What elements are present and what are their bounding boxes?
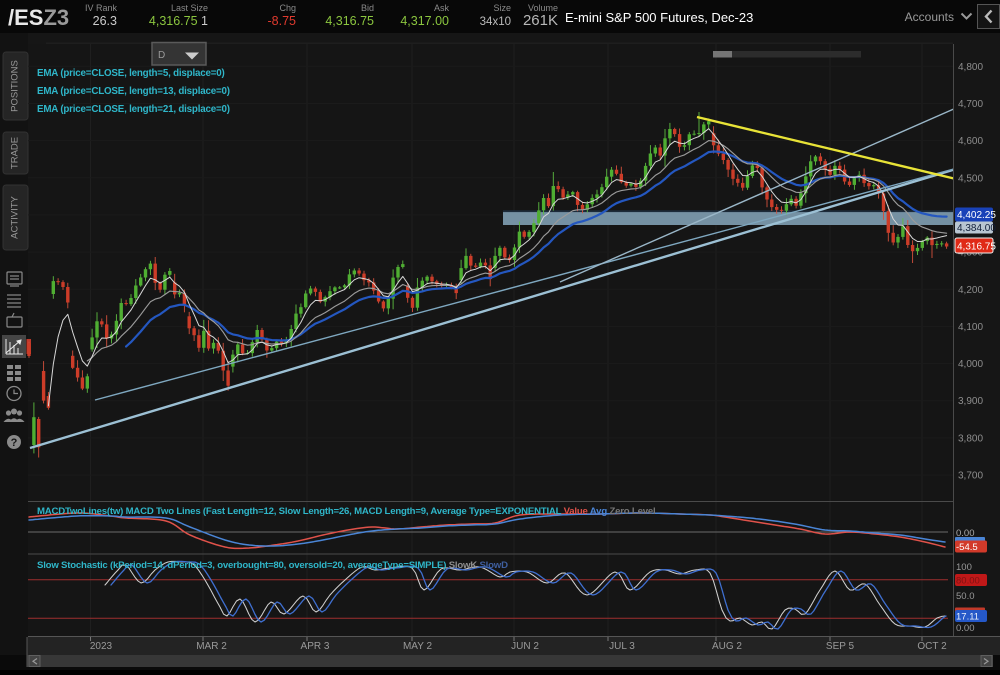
svg-text:26.3: 26.3 — [93, 14, 117, 28]
svg-text:4,317.00: 4,317.00 — [400, 14, 449, 28]
svg-text:MACDTwoLines(tw) MACD Two Line: MACDTwoLines(tw) MACD Two Lines (Fast Le… — [37, 506, 655, 517]
svg-text:EMA (price=CLOSE, length=13, d: EMA (price=CLOSE, length=13, displace=0) — [37, 86, 230, 97]
svg-text:JUN 2: JUN 2 — [511, 641, 539, 652]
svg-text:Size: Size — [493, 3, 511, 13]
svg-text:4,800: 4,800 — [958, 62, 983, 73]
svg-text:4,316.75: 4,316.75 — [957, 242, 996, 253]
svg-text:Chg: Chg — [279, 3, 296, 13]
svg-text:4,500: 4,500 — [958, 173, 983, 184]
svg-text:4,700: 4,700 — [958, 99, 983, 110]
svg-text:3,800: 3,800 — [958, 433, 983, 444]
svg-text:POSITIONS: POSITIONS — [10, 60, 21, 112]
svg-text:?: ? — [11, 437, 18, 449]
svg-text:EMA (price=CLOSE, length=21, d: EMA (price=CLOSE, length=21, displace=0) — [37, 104, 230, 115]
svg-text:EMA (price=CLOSE, length=5, di: EMA (price=CLOSE, length=5, displace=0) — [37, 68, 225, 79]
svg-text:TRADE: TRADE — [10, 137, 21, 169]
svg-text:4,000: 4,000 — [958, 359, 983, 370]
svg-text:IV Rank: IV Rank — [85, 3, 118, 13]
svg-text:0.00: 0.00 — [956, 623, 975, 634]
svg-text:AUG 2: AUG 2 — [712, 641, 742, 652]
svg-text:-8.75: -8.75 — [268, 14, 297, 28]
svg-text:2023: 2023 — [90, 641, 113, 652]
svg-text:JUL 3: JUL 3 — [609, 641, 635, 652]
svg-text:4,316.75 1: 4,316.75 1 — [149, 14, 208, 28]
svg-text:50.0: 50.0 — [956, 591, 975, 602]
svg-text:34x10: 34x10 — [480, 16, 511, 28]
svg-text:Bid: Bid — [361, 3, 374, 13]
svg-text:Accounts: Accounts — [905, 10, 954, 24]
svg-text:4,600: 4,600 — [958, 136, 983, 147]
svg-text:3,700: 3,700 — [958, 471, 983, 482]
svg-text:E-mini S&P 500 Futures, Dec-23: E-mini S&P 500 Futures, Dec-23 — [565, 10, 753, 25]
svg-text:4,100: 4,100 — [958, 322, 983, 333]
svg-text:ACTIVITY: ACTIVITY — [10, 195, 21, 238]
svg-text:/ESZ3: /ESZ3 — [8, 5, 69, 30]
svg-text:80.00: 80.00 — [956, 576, 980, 587]
svg-text:Ask: Ask — [434, 3, 450, 13]
svg-text:D: D — [158, 50, 165, 61]
svg-text:3,900: 3,900 — [958, 396, 983, 407]
svg-text:4,384.00: 4,384.00 — [957, 223, 996, 234]
svg-text:4,200: 4,200 — [958, 285, 983, 296]
svg-text:100: 100 — [956, 562, 972, 573]
svg-text:OCT 2: OCT 2 — [917, 641, 947, 652]
svg-text:-54.5: -54.5 — [956, 542, 978, 553]
svg-text:MAY 2: MAY 2 — [403, 641, 433, 652]
svg-text:4,316.75: 4,316.75 — [325, 14, 374, 28]
svg-text:Slow Stochastic (kPeriod=14, d: Slow Stochastic (kPeriod=14, dPeriod=3, … — [37, 560, 508, 571]
svg-text:APR 3: APR 3 — [301, 641, 330, 652]
svg-text:4,402.25: 4,402.25 — [957, 210, 996, 221]
svg-text:Last Size: Last Size — [171, 3, 208, 13]
svg-text:17.11: 17.11 — [956, 612, 979, 623]
svg-text:SEP 5: SEP 5 — [826, 641, 855, 652]
svg-text:261K: 261K — [523, 12, 558, 29]
svg-text:MAR 2: MAR 2 — [196, 641, 227, 652]
